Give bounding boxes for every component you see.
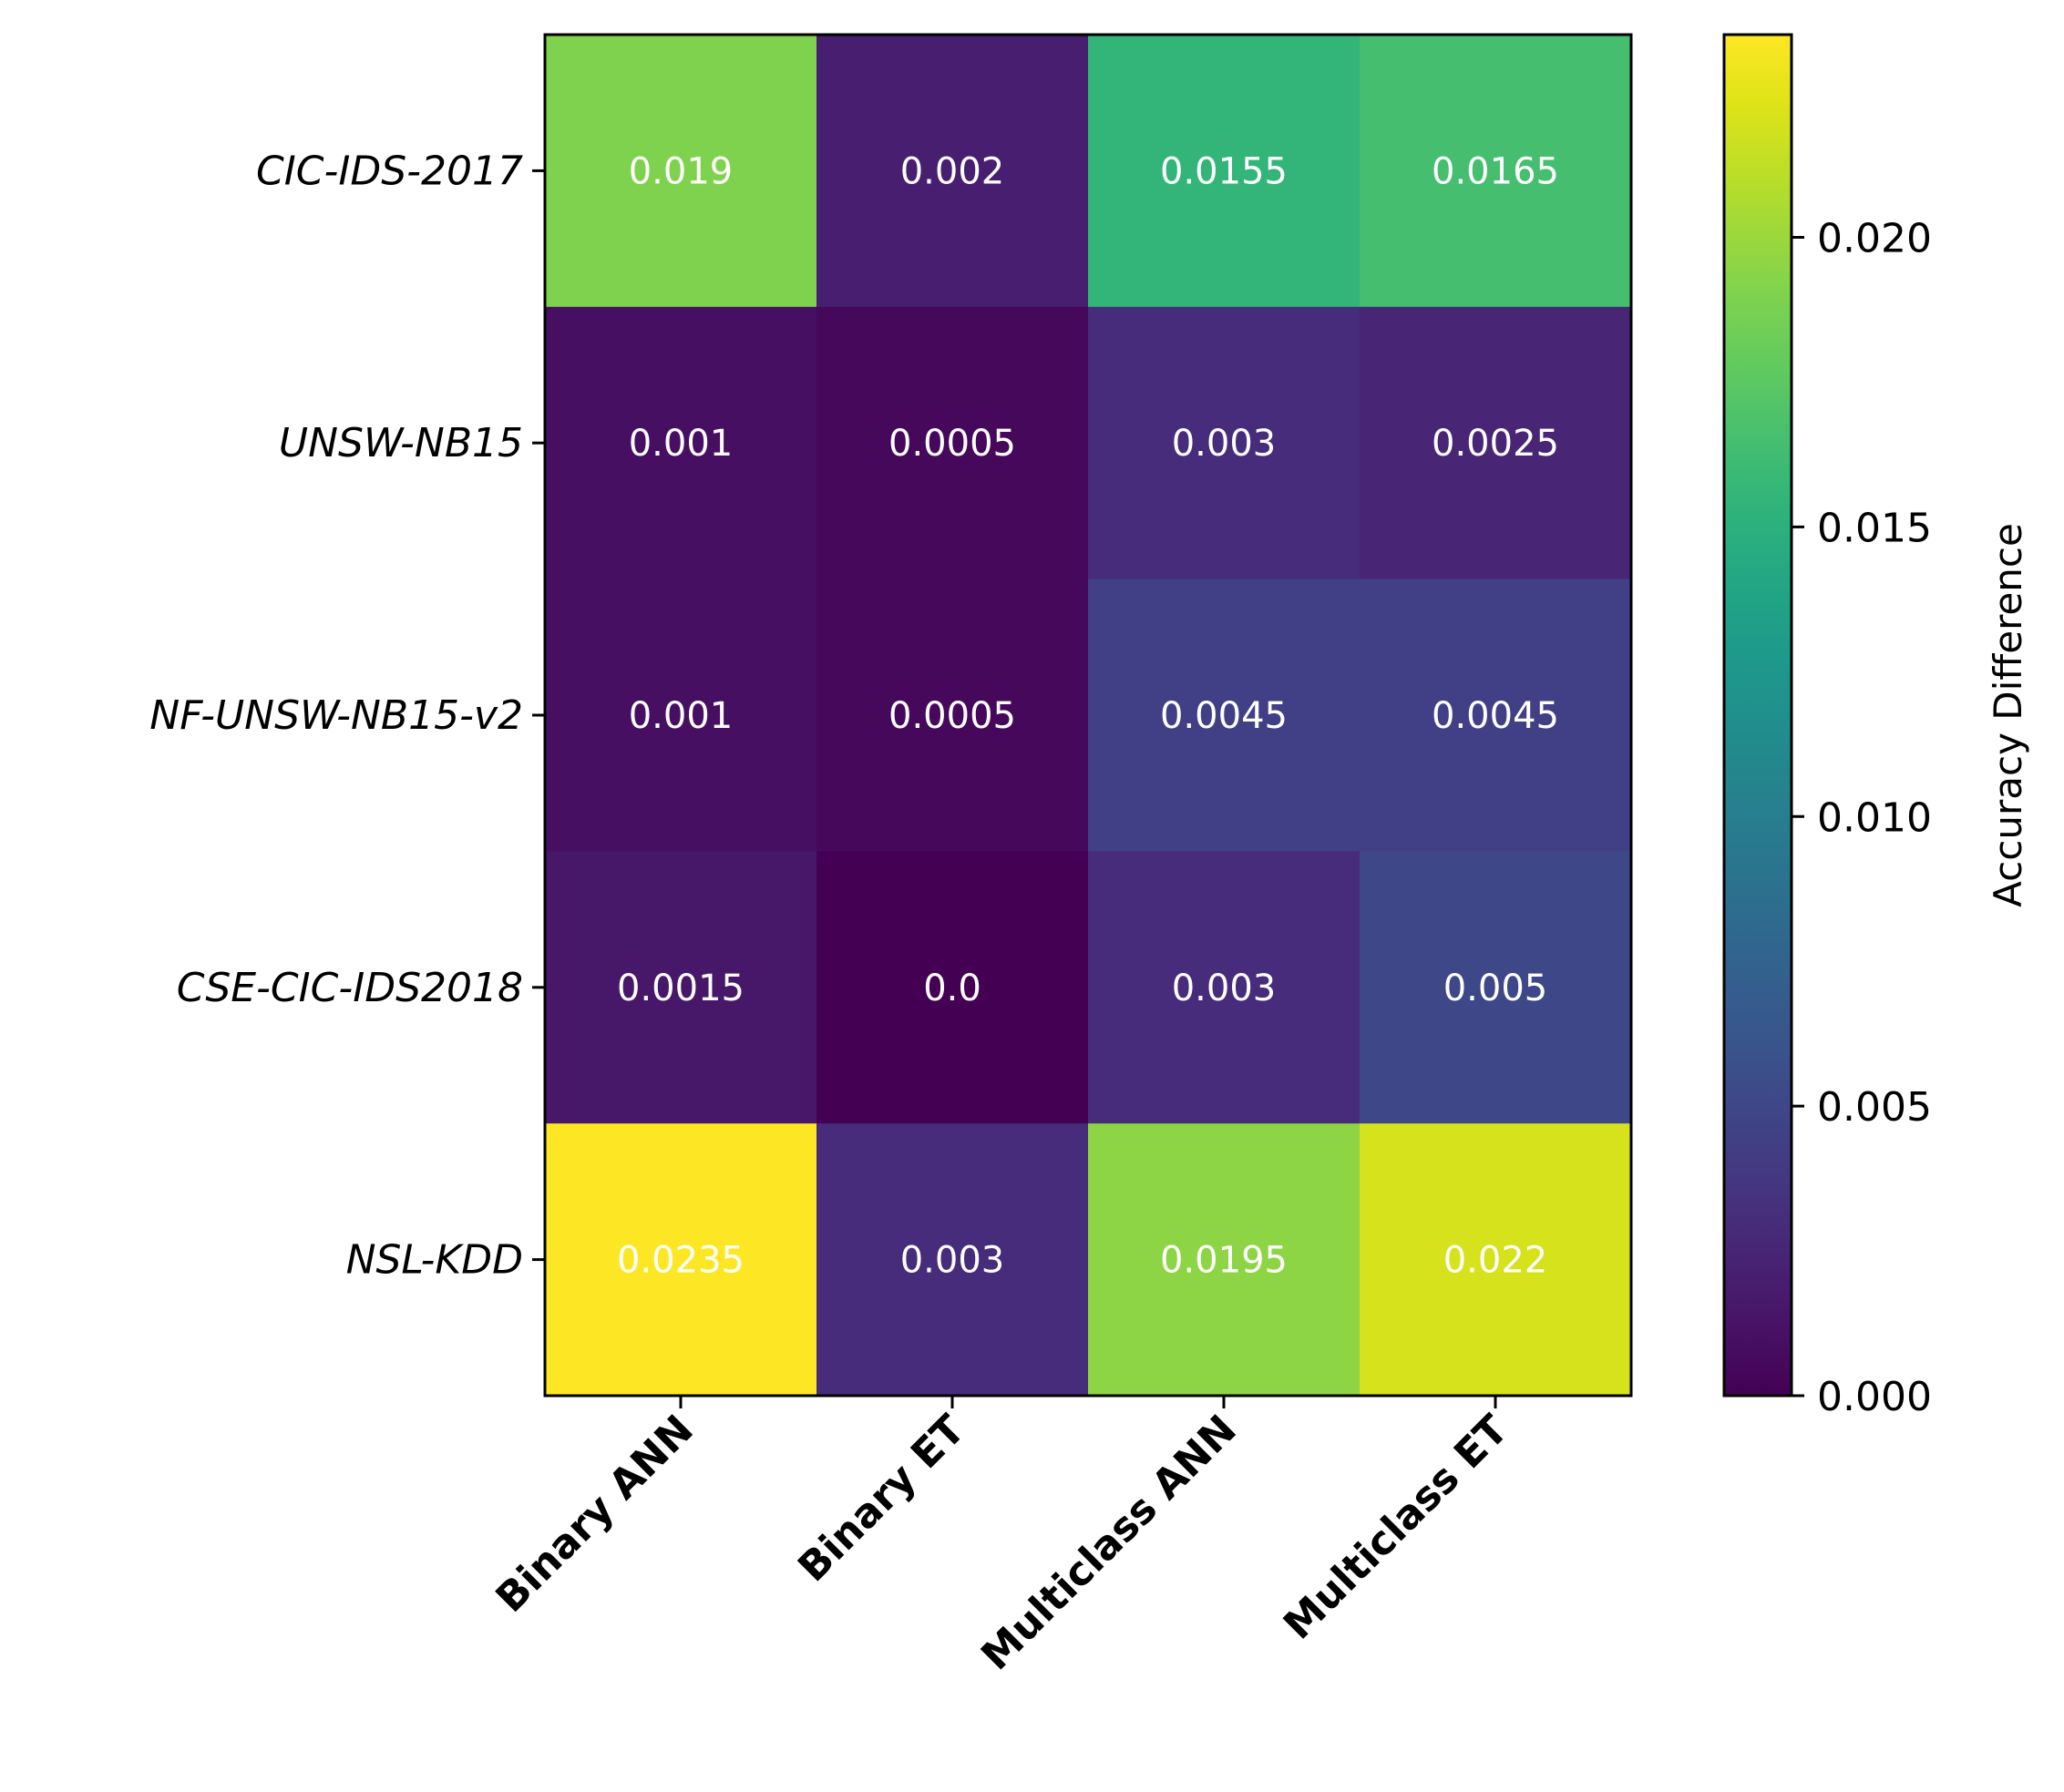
colorbar-tick-label: 0.010: [1817, 794, 1932, 841]
cell-value-label: 0.0005: [888, 695, 1016, 737]
x-tick-label: Binary ANN: [488, 1407, 703, 1622]
cell-value-label: 0.002: [900, 150, 1005, 192]
y-axis: CIC-IDS-2017 UNSW-NB15 NF-UNSW-NB15-v2 CSE-…: [149, 148, 545, 1284]
cell-value-label: 0.0015: [617, 968, 744, 1009]
heatmap-cell: [1360, 851, 1632, 1124]
heatmap-cell: [816, 1123, 1089, 1397]
cell-value-label: 0.001: [629, 695, 734, 737]
cell-value-label: 0.0165: [1432, 150, 1559, 192]
y-tick-label: UNSW-NB15: [279, 420, 523, 466]
heatmap-cell: [1088, 1123, 1361, 1397]
cell-value-label: 0.0025: [1432, 423, 1559, 465]
cell-value-label: 0.0235: [617, 1240, 744, 1282]
colorbar-tick-label: 0.000: [1817, 1374, 1932, 1420]
y-tick-label: NF-UNSW-NB15-v2: [149, 692, 523, 739]
colorbar: 0.000 0.005 0.010 0.015 0.020 Accuracy Differ…: [1722, 33, 2030, 1420]
x-tick-label: Binary ET: [789, 1407, 974, 1592]
heatmap-cell: [1088, 851, 1361, 1124]
cell-value-label: 0.003: [900, 1240, 1005, 1282]
heatmap-cell: [1360, 1123, 1632, 1397]
heatmap-cell: [1360, 579, 1632, 852]
cell-value-label: 0.003: [1172, 968, 1277, 1009]
cell-value-label: 0.022: [1443, 1240, 1548, 1282]
colorbar-frame: [1722, 33, 1793, 1398]
heatmap-cell: [1360, 35, 1632, 308]
y-tick-label: CSE-CIC-IDS2018: [177, 965, 523, 1011]
colorbar-gradient: [1724, 35, 1792, 1396]
cell-value-label: 0.0: [923, 968, 981, 1009]
cell-value-label: 0.0195: [1160, 1240, 1288, 1282]
heatmap-cells: [545, 35, 1632, 1397]
heatmap-cell: [545, 306, 817, 580]
heatmap-cell: [816, 851, 1089, 1124]
colorbar-tick-label: 0.005: [1817, 1084, 1932, 1131]
colorbar-tick-label: 0.015: [1817, 505, 1932, 551]
cell-value-label: 0.019: [629, 150, 734, 192]
y-tick-label: NSL-KDD: [346, 1237, 523, 1284]
heatmap-cell: [545, 579, 817, 852]
cell-value-label: 0.0155: [1160, 150, 1288, 192]
cell-value-label: 0.003: [1172, 423, 1277, 465]
heatmap-cell: [1088, 579, 1361, 852]
heatmap-cell: [1088, 306, 1361, 580]
x-tick-label: Multiclass ET: [1275, 1407, 1517, 1649]
heatmap-cell: [816, 35, 1089, 308]
heatmap-cell: [545, 851, 817, 1124]
cell-value-label: 0.005: [1443, 968, 1548, 1009]
heatmap-cell: [816, 579, 1089, 852]
cell-value-label: 0.001: [629, 423, 734, 465]
cell-value-label: 0.0045: [1160, 695, 1288, 737]
colorbar-tick-label: 0.020: [1817, 216, 1932, 262]
cell-value-label: 0.0045: [1432, 695, 1559, 737]
colorbar-label: Accuracy Difference: [1986, 523, 2030, 907]
heatmap-cell: [545, 1123, 817, 1397]
heatmap-cell: [816, 306, 1089, 580]
cell-value-label: 0.0005: [888, 423, 1016, 465]
heatmap-cell-labels: 0.019 0.002 0.0155 0.0165 0.001 0.0005 0.003 0.…: [617, 150, 1559, 1281]
x-tick-label: Multiclass ANN: [972, 1407, 1246, 1680]
y-tick-label: CIC-IDS-2017: [256, 148, 523, 194]
heatmap-cell: [1088, 35, 1361, 308]
heatmap-cell: [1360, 306, 1632, 580]
heatmap-cell: [545, 35, 817, 308]
